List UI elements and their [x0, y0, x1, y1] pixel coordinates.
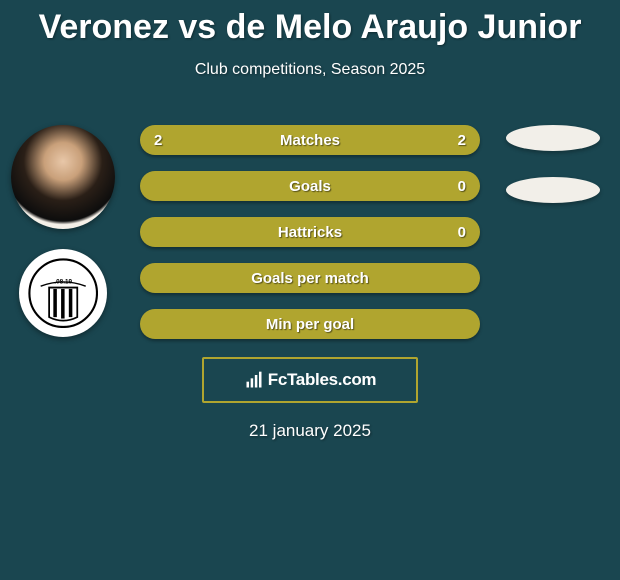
stat-label: Min per goal: [266, 316, 354, 333]
stat-right-value: 2: [458, 132, 466, 149]
date-label: 21 january 2025: [0, 421, 620, 441]
subtitle: Club competitions, Season 2025: [0, 61, 620, 79]
stat-label: Goals: [289, 178, 331, 195]
stat-bar-gpm: Goals per match: [140, 263, 480, 293]
brand-label: FcTables.com: [268, 370, 377, 390]
player1-avatar: [11, 125, 115, 229]
stat-bar-mpg: Min per goal: [140, 309, 480, 339]
stat-left-value: 2: [154, 132, 162, 149]
stat-bar-hattricks: Hattricks 0: [140, 217, 480, 247]
bar-chart-icon: [244, 370, 264, 390]
player2-club-logo: [506, 177, 600, 203]
compare-area: .08.19 2 Matches 2 Goals 0 Hattricks 0: [0, 125, 620, 339]
stat-bar-goals: Goals 0: [140, 171, 480, 201]
stat-label: Hattricks: [278, 224, 342, 241]
stat-right-value: 0: [458, 224, 466, 241]
page-title: Veronez vs de Melo Araujo Junior: [0, 0, 620, 47]
stat-bars: 2 Matches 2 Goals 0 Hattricks 0 Goals pe…: [140, 125, 480, 339]
player1-club-logo: .08.19: [19, 249, 107, 337]
svg-text:.08.19: .08.19: [54, 278, 72, 285]
stat-label: Goals per match: [251, 270, 369, 287]
stat-label: Matches: [280, 132, 340, 149]
player2-avatar: [506, 125, 600, 151]
brand-box: FcTables.com: [202, 357, 418, 403]
right-player-column: [498, 125, 608, 203]
shield-icon: .08.19: [28, 258, 98, 328]
stat-right-value: 0: [458, 178, 466, 195]
left-player-column: .08.19: [8, 125, 118, 337]
stat-bar-matches: 2 Matches 2: [140, 125, 480, 155]
